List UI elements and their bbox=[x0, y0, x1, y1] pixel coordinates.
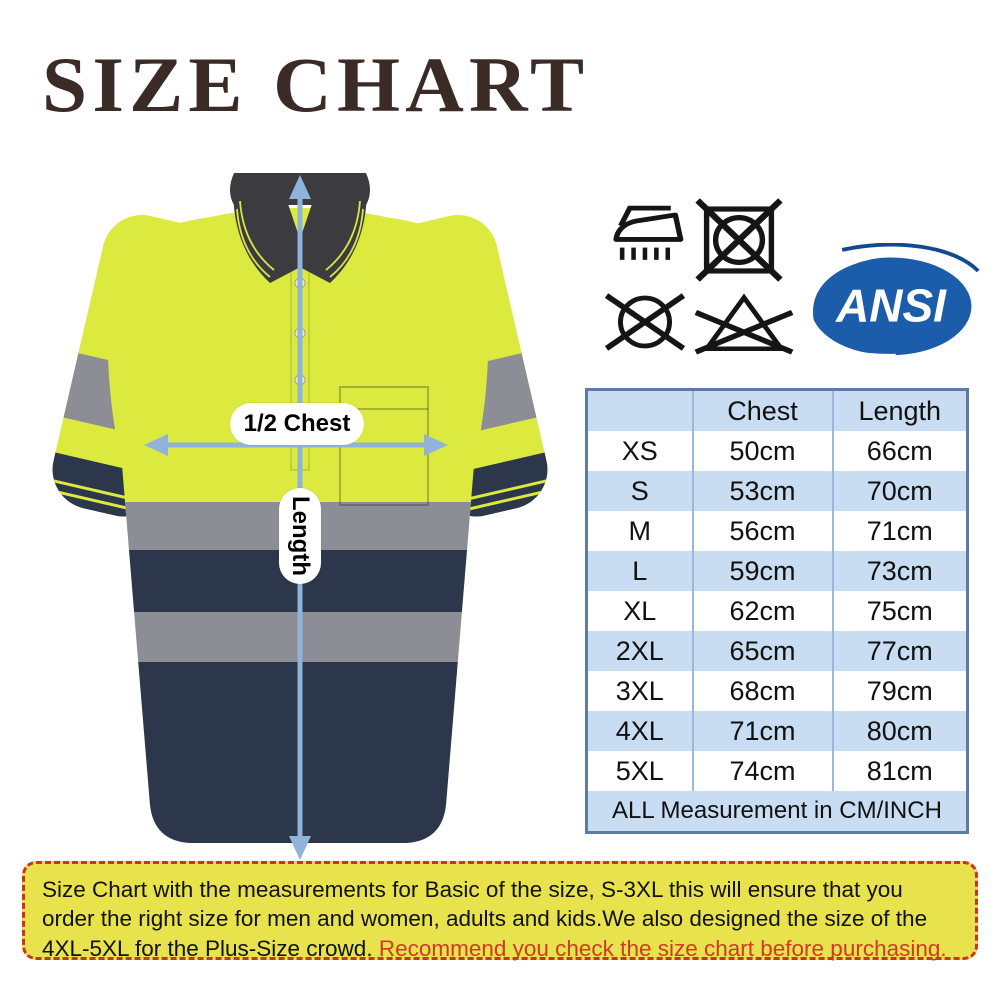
measurement-unit-note: ALL Measurement in CM/INCH bbox=[586, 791, 968, 833]
size-note-box: Size Chart with the measurements for Bas… bbox=[22, 861, 978, 961]
table-row: 5XL 74cm 81cm bbox=[586, 751, 968, 791]
note-warning-text: Recommend you check the size chart befor… bbox=[378, 935, 947, 961]
note-text: Size Chart with the measurements for Bas… bbox=[42, 877, 928, 961]
do-not-dry-clean-icon bbox=[604, 293, 686, 351]
table-row: XL 62cm 75cm bbox=[586, 591, 968, 631]
chest-arrow bbox=[144, 434, 448, 456]
page-title: SIZE CHART bbox=[42, 41, 590, 128]
table-header-row: Chest Length bbox=[586, 389, 968, 431]
col-header-size bbox=[586, 389, 694, 431]
ansi-logo: ANSI bbox=[805, 243, 980, 361]
table-row: 3XL 68cm 79cm bbox=[586, 671, 968, 711]
table-row: 2XL 65cm 77cm bbox=[586, 631, 968, 671]
table-row: L 59cm 73cm bbox=[586, 551, 968, 591]
table-footer-row: ALL Measurement in CM/INCH bbox=[586, 791, 968, 833]
length-measure-label: Length bbox=[279, 488, 321, 584]
col-header-length: Length bbox=[831, 389, 968, 431]
do-not-bleach-icon bbox=[694, 293, 794, 355]
table-row: XS 50cm 66cm bbox=[586, 431, 968, 471]
col-header-chest: Chest bbox=[691, 389, 834, 431]
table-row: M 56cm 71cm bbox=[586, 511, 968, 551]
ansi-text: ANSI bbox=[835, 280, 947, 332]
table-row: S 53cm 70cm bbox=[586, 471, 968, 511]
table-row: 4XL 71cm 80cm bbox=[586, 711, 968, 751]
do-not-tumble-dry-icon bbox=[695, 198, 783, 282]
iron-steam-icon bbox=[613, 205, 684, 260]
chest-measure-label: 1/2 Chest bbox=[230, 403, 364, 445]
size-table: Chest Length XS 50cm 66cm S 53cm 70cm M 56cm 7… bbox=[585, 388, 969, 834]
